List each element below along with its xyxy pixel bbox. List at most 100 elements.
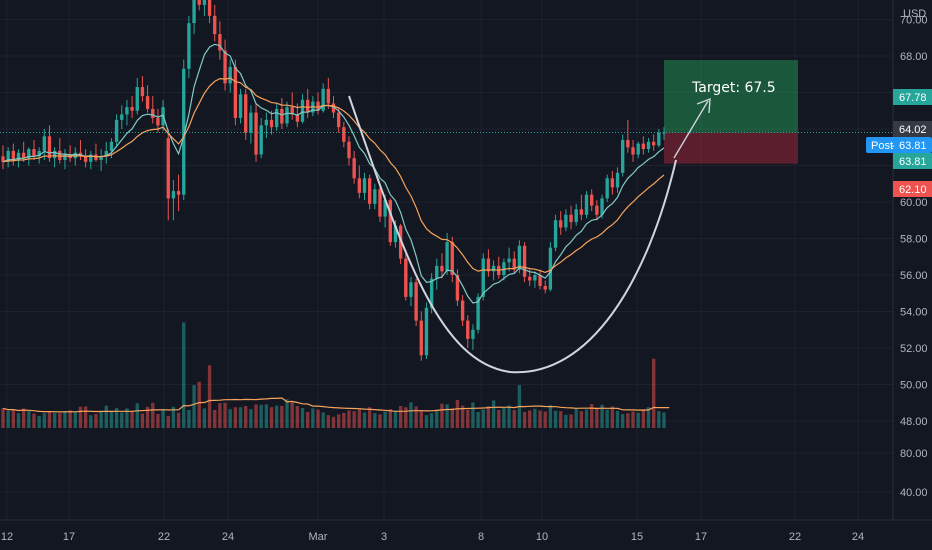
- candle-body: [424, 307, 429, 356]
- candle: [626, 119, 630, 153]
- volume-bar: [393, 411, 398, 428]
- volume-bar: [610, 406, 615, 428]
- target-zone[interactable]: [664, 60, 798, 133]
- candle-body: [295, 114, 300, 122]
- volume-bar: [548, 405, 553, 428]
- candle: [238, 88, 243, 124]
- volume-bar: [259, 404, 263, 428]
- candle-body: [460, 300, 465, 321]
- candle-body: [533, 275, 537, 281]
- candle: [83, 149, 88, 168]
- sl-tag-value: 62.10: [899, 184, 927, 196]
- candle: [512, 251, 516, 274]
- volume-bar: [207, 365, 212, 428]
- candle-body: [151, 108, 155, 119]
- candle-body: [631, 147, 635, 155]
- candle-body: [445, 242, 449, 272]
- candle-body: [481, 258, 485, 297]
- candle-body: [553, 220, 558, 248]
- post-market-tag[interactable]: Post - 63.81: [866, 137, 932, 153]
- candle: [584, 191, 589, 219]
- candle-body: [388, 200, 392, 243]
- candle-body: [233, 66, 238, 119]
- candle-body: [326, 88, 331, 104]
- volume-bar: [595, 407, 599, 428]
- cup-drawing[interactable]: Target: 67.5: [348, 80, 776, 374]
- candle: [316, 92, 320, 115]
- volume-ma-line: [2, 397, 670, 413]
- candle: [455, 269, 460, 307]
- candle-body: [16, 152, 21, 161]
- price-tick-label: 52.00: [900, 343, 928, 355]
- candle: [6, 147, 10, 168]
- sl-tag[interactable]: 62.10: [893, 181, 932, 197]
- candle: [52, 147, 57, 168]
- candle: [641, 136, 646, 155]
- time-tick-label: 17: [695, 531, 707, 543]
- volume-bar: [218, 403, 222, 428]
- candle: [476, 293, 480, 334]
- volume-bar: [440, 403, 444, 428]
- volume-bar: [326, 415, 331, 428]
- candle-body: [600, 198, 604, 215]
- candle: [135, 77, 139, 115]
- candle-body: [238, 94, 243, 119]
- candle: [409, 276, 413, 307]
- volume-bar: [156, 414, 160, 428]
- volume-bar: [466, 410, 470, 428]
- volume-bar: [651, 358, 656, 428]
- candle-body: [130, 107, 134, 111]
- volume-bar: [352, 411, 356, 428]
- candle: [218, 21, 222, 60]
- candle-body: [538, 275, 542, 286]
- candle: [104, 141, 108, 164]
- volume-bar: [476, 412, 480, 428]
- volume-bar: [120, 412, 124, 428]
- candle-body: [264, 119, 269, 126]
- candle-body: [135, 87, 139, 111]
- candle: [114, 114, 119, 148]
- candle: [202, 0, 207, 16]
- candle-body: [280, 108, 284, 124]
- volume-bar: [512, 410, 516, 428]
- time-axis-bg[interactable]: [0, 520, 932, 550]
- candle: [207, 0, 212, 24]
- volume-bar: [486, 406, 491, 428]
- last-price-tag[interactable]: 63.81: [893, 153, 932, 169]
- candle: [321, 83, 325, 113]
- tp-tag[interactable]: 67.78: [893, 89, 932, 105]
- candle: [306, 88, 310, 119]
- target-annotation: Target: 67.5: [691, 80, 776, 96]
- stop-zone[interactable]: [664, 132, 798, 164]
- volume-bar: [367, 407, 372, 428]
- candle: [651, 134, 656, 151]
- candle: [357, 165, 361, 199]
- candle-body: [269, 119, 274, 128]
- candle: [657, 129, 661, 148]
- volume-bar: [543, 411, 547, 428]
- candle-body: [114, 119, 119, 142]
- volume-bar: [528, 410, 532, 428]
- volume-bar: [249, 409, 253, 428]
- cup-curve[interactable]: [348, 95, 677, 374]
- candle: [631, 139, 635, 162]
- volume-bar: [600, 404, 604, 428]
- candle: [192, 0, 196, 35]
- candle: [574, 203, 578, 226]
- candle-body: [275, 108, 279, 128]
- volume-bar: [321, 412, 325, 428]
- candle-body: [429, 278, 434, 308]
- candle: [590, 189, 594, 212]
- candle-body: [187, 23, 191, 69]
- candle: [610, 170, 615, 195]
- time-tick-label: 8: [478, 531, 484, 543]
- volume-axis-ticks: 40.00 80.00: [900, 448, 928, 499]
- prev-close-tag[interactable]: 64.02: [893, 121, 932, 137]
- target-arrow[interactable]: [673, 97, 711, 159]
- volume-bar: [6, 410, 10, 428]
- candle-body: [569, 214, 573, 223]
- candle-body: [244, 94, 248, 133]
- candle: [491, 260, 496, 281]
- price-axis-bg[interactable]: [893, 0, 932, 520]
